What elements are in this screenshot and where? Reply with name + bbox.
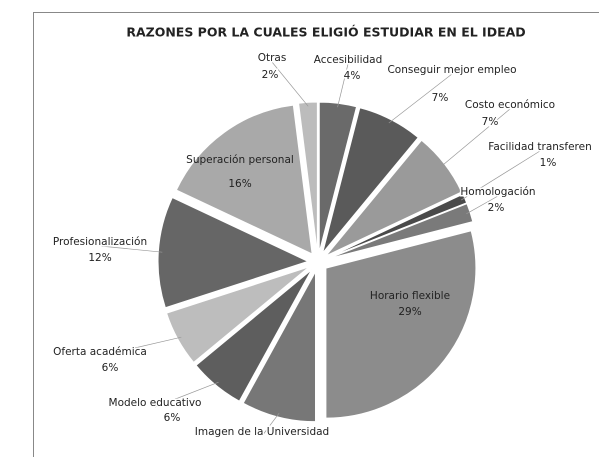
slice-label: Horario flexible — [370, 290, 450, 302]
value-label: 29% — [398, 306, 421, 318]
pie-slice — [326, 193, 468, 259]
slice-label: Accesibilidad — [314, 54, 383, 66]
value-label: 6% — [164, 412, 181, 424]
leader-line — [337, 63, 349, 108]
leader-line — [271, 61, 309, 107]
pie-slice — [322, 107, 419, 254]
leader-line — [261, 412, 280, 437]
slice-label: Modelo educativo — [109, 397, 202, 409]
leader-line — [466, 195, 499, 215]
leader-line — [388, 73, 453, 124]
slice-label: Profesionalización — [53, 236, 147, 248]
pie-slice — [325, 230, 477, 419]
value-label: 2% — [488, 202, 505, 214]
leader-line — [99, 336, 182, 357]
pie-slice — [318, 101, 358, 253]
slice-label: Superación personal — [186, 154, 294, 166]
value-label: 7% — [432, 92, 449, 104]
leader-line — [441, 108, 511, 167]
chart-title: RAZONES POR LA CUALES ELIGIÓ ESTUDIAR EN… — [126, 25, 525, 40]
slice-label: Imagen de la Universidad — [195, 426, 329, 438]
leader-line — [460, 150, 541, 201]
slice-label: Otras — [258, 52, 287, 64]
pie-slice — [195, 269, 313, 402]
pie-slice — [165, 266, 310, 364]
value-label: 16% — [228, 178, 251, 190]
value-label: 6% — [102, 362, 119, 374]
slice-label: Conseguir mejor empleo — [387, 64, 516, 76]
slice-label: Oferta académica — [53, 346, 147, 358]
slice-label: Homologación — [460, 186, 535, 198]
value-label: 1% — [540, 157, 557, 169]
leader-line — [99, 245, 163, 253]
value-label: 4% — [344, 70, 361, 82]
slice-label: Facilidad transferen — [488, 141, 592, 153]
pie-slice — [327, 203, 474, 260]
value-label: 7% — [482, 116, 499, 128]
value-label: 2% — [262, 69, 279, 81]
leader-line — [154, 381, 219, 408]
pie-slice — [242, 271, 317, 423]
value-label: 12% — [88, 252, 111, 264]
slice-label: Costo económico — [465, 99, 555, 111]
pie-slice — [298, 101, 318, 253]
pie-slice — [175, 104, 313, 255]
